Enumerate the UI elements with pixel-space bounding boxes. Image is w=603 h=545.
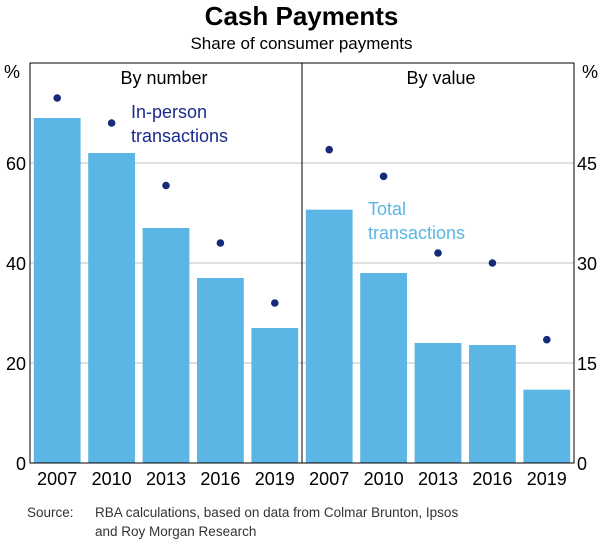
source-text-line1: RBA calculations, based on data from Col… [95,505,459,520]
bar-2010 [88,153,135,463]
bar-2016 [469,345,516,463]
x-tick-label-2010: 2010 [92,469,132,489]
dot-2019 [271,299,279,307]
annotation-total: Total [368,199,406,219]
chart-title: Cash Payments [204,1,399,31]
panel-title: By number [120,68,207,88]
bar-2019 [523,389,571,463]
bar-2019 [251,328,299,463]
source-note: Source: RBA calculations, based on data f… [27,503,458,541]
bar-layer [33,118,571,463]
y-tick-label-left: 0 [16,454,26,474]
x-tick-label-2016: 2016 [472,469,512,489]
x-tick-label-2007: 2007 [309,469,349,489]
y-tick-label-right: 45 [577,154,597,174]
y-tick-label-right: 0 [577,454,587,474]
dot-layer [53,94,551,344]
dot-2013 [162,181,170,190]
source-text-line2: and Roy Morgan Research [95,524,257,539]
y-unit-label-right: % [582,62,598,82]
annotation-in-person: transactions [131,126,228,146]
annotation-total: transactions [368,223,465,243]
dot-2007 [325,145,334,154]
dot-2010 [107,119,116,127]
panel-title: By value [406,68,475,88]
x-tick-label-2016: 2016 [200,469,240,489]
chart-subtitle: Share of consumer payments [190,34,413,53]
x-tick-label-2019: 2019 [255,469,295,489]
dot-2013 [434,249,442,257]
bar-2016 [197,278,244,463]
bar-2007 [305,209,353,463]
bar-2010 [360,273,407,463]
x-tick-label-2010: 2010 [364,469,404,489]
dot-2007 [53,94,61,102]
x-tick-label-2013: 2013 [146,469,186,489]
dot-2016 [216,239,225,247]
y-tick-label-left: 60 [6,154,26,174]
x-tick-label-2013: 2013 [418,469,458,489]
dot-2016 [488,259,497,267]
y-unit-label-left: % [4,62,20,82]
dot-2019 [543,335,551,344]
bar-2013 [414,343,462,463]
text-layer: 0 20 40 60 2007 2010 2013 2016 2019 By number In-p… [4,62,598,489]
y-tick-label-left: 20 [6,354,26,374]
x-tick-label-2007: 2007 [37,469,77,489]
source-label: Source: [27,505,74,520]
bar-2007 [33,118,81,463]
x-tick-label-2019: 2019 [527,469,567,489]
annotation-in-person: In-person [131,102,207,122]
y-tick-label-left: 40 [6,254,26,274]
y-tick-label-right: 15 [577,354,597,374]
y-tick-label-right: 30 [577,254,597,274]
dot-2010 [379,172,388,181]
frame-layer [29,62,575,464]
bar-2013 [142,228,190,463]
